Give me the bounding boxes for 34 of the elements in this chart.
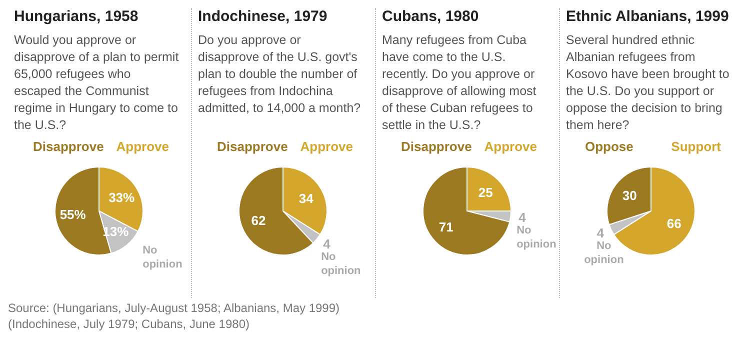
slice-label: Support [671, 139, 722, 154]
data-label: 25 [478, 184, 493, 200]
data-label: 34 [298, 190, 314, 206]
data-label: 33% [108, 190, 136, 205]
data-label: 62 [251, 213, 266, 228]
slice-label: Approve [484, 139, 537, 154]
data-label: 55% [60, 207, 86, 222]
data-label: 4 [323, 236, 332, 252]
slice-label: Approve [300, 139, 353, 154]
slice-label: No opinion [321, 251, 362, 278]
chart-title: Hungarians, 1958 [14, 8, 140, 27]
slice-label: No opinion [142, 244, 183, 271]
chart-subtitle: Would you approve or disapprove of a plan to permit 65,000 refugees who escaped the Communist regime in Hungary to come to the U.S.? [14, 32, 180, 132]
data-label: 4 [596, 226, 605, 241]
slice-label: Disapprove [33, 139, 104, 154]
slice-label: Approve [116, 139, 169, 154]
chart-title: Indochinese, 1979 [198, 8, 328, 27]
pie-slice [422, 166, 510, 256]
chart-title: Ethnic Albanians, 1999 [566, 8, 730, 27]
slice-label: Disapprove [217, 139, 288, 154]
chart-subtitle: Many refugees from Cuba have come to the U.S. recently. Do you approve or disapprove of allowing most of these Cuban refugees to settle in the U.S.? [382, 32, 538, 132]
chart-subtitle: Do you approve or disapprove of the U.S. govt's plan to double the number of refugees from Indochina admitted, to 14,000 a month? [198, 32, 362, 117]
slice-label: Oppose [585, 139, 634, 154]
chart-subtitle: Several hundred ethnic Albanian refugees from Kosovo have been brought to the U.S. Do you support or oppose the decision to bring them here? [566, 32, 730, 132]
slice-label: Disapprove [401, 139, 472, 154]
data-label: 71 [438, 220, 454, 235]
data-label: 66 [666, 216, 682, 232]
data-label: 4 [518, 210, 527, 226]
chart-title: Cubans, 1980 [382, 8, 480, 27]
slice-label: No opinion [584, 240, 624, 266]
source-note: Source: (Hungarians, July-August 1958; Albanians, May 1999) [8, 300, 341, 316]
data-label: 30 [622, 188, 637, 203]
text: (Indochinese, July 1979; Cubans, June 1980) [8, 316, 250, 332]
slice-label: No opinion [516, 224, 557, 251]
